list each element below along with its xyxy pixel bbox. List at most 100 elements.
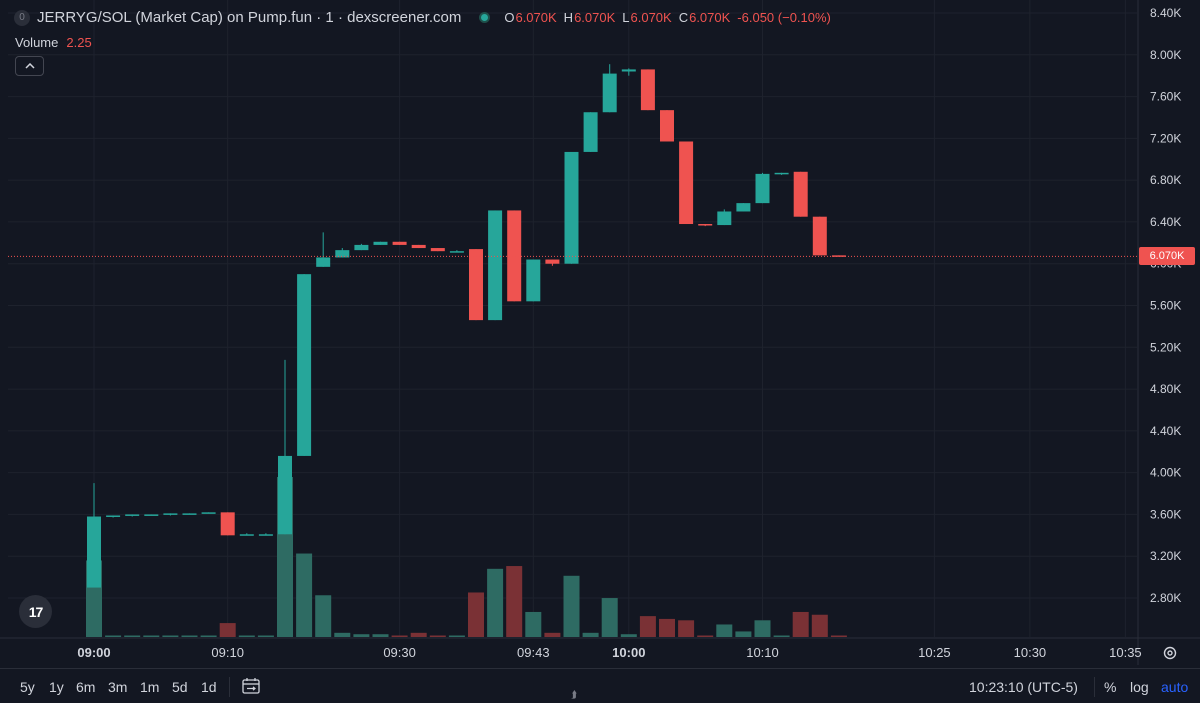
y-tick-label: 6.80K bbox=[1150, 173, 1181, 187]
chart-title: JERRYG/SOL (Market Cap) on Pump.fun · 1 … bbox=[37, 9, 462, 26]
high-value: 6.070K bbox=[574, 10, 616, 25]
timeframe-1m[interactable]: 1m bbox=[140, 679, 160, 695]
percent-scale-toggle[interactable]: % bbox=[1104, 679, 1117, 695]
low-label: L bbox=[622, 10, 630, 25]
x-tick-label: 10:30 bbox=[1014, 645, 1047, 660]
x-tick-label: 09:00 bbox=[77, 645, 110, 660]
change-value: -6.050 (−0.10%) bbox=[737, 10, 831, 25]
volume-bar bbox=[716, 624, 733, 637]
y-tick-label: 8.00K bbox=[1150, 48, 1181, 62]
candle-body bbox=[182, 513, 197, 515]
log-scale-toggle[interactable]: log bbox=[1130, 679, 1149, 695]
volume-bar bbox=[582, 632, 599, 637]
y-tick-label: 2.80K bbox=[1150, 591, 1181, 605]
x-tick-label: 10:25 bbox=[918, 645, 951, 660]
candle-body bbox=[125, 514, 140, 516]
timeframe-5y[interactable]: 5y bbox=[20, 679, 35, 695]
candle-body bbox=[469, 249, 483, 321]
date-range-button[interactable] bbox=[240, 676, 262, 696]
timeframe-3m[interactable]: 3m bbox=[108, 679, 128, 695]
candle-body bbox=[507, 210, 522, 302]
volume-bar bbox=[563, 575, 580, 637]
chart-area[interactable]: 2.80K 3.20K 3.60K 4.00K 4.40K 4.80K 5.20K 5.60K… bbox=[0, 0, 1200, 665]
candle-body bbox=[831, 255, 846, 257]
y-tick-label: 4.80K bbox=[1150, 382, 1181, 396]
volume-bar bbox=[315, 595, 332, 637]
volume-bar bbox=[219, 623, 236, 637]
volume-bar bbox=[659, 618, 675, 637]
candle-body bbox=[316, 257, 331, 267]
tradingview-logo[interactable]: 17 bbox=[19, 595, 52, 628]
candle-body bbox=[621, 69, 636, 72]
current-price-tag: 6.070K bbox=[1139, 247, 1195, 265]
y-tick-label: 3.60K bbox=[1150, 507, 1181, 521]
candle-body bbox=[87, 516, 101, 588]
candle-body bbox=[736, 203, 751, 212]
ohlc-values: O 6.070K H 6.070K L 6.070K C 6.070K -6.050 (… bbox=[504, 10, 831, 25]
candle-body bbox=[488, 210, 503, 321]
x-tick-label: 10:10 bbox=[746, 645, 779, 660]
volume-bar bbox=[372, 634, 389, 637]
utc-clock[interactable]: 10:23:10 (UTC-5) bbox=[969, 679, 1078, 695]
timeframe-5d[interactable]: 5d bbox=[172, 679, 188, 695]
pane-resize-handle[interactable]: ⮭ bbox=[571, 690, 577, 701]
candle-body bbox=[526, 259, 541, 302]
candle-body bbox=[793, 171, 808, 217]
candle-body bbox=[430, 248, 445, 252]
volume-bar bbox=[620, 634, 637, 637]
candle-body bbox=[660, 110, 674, 142]
timeframe-1y[interactable]: 1y bbox=[49, 679, 64, 695]
candle-body bbox=[812, 216, 827, 256]
bottom-toolbar: 5y 1y 6m 3m 1m 5d 1d 10:23:10 (UTC-5) % … bbox=[0, 668, 1200, 703]
candle-body bbox=[297, 274, 312, 456]
candle-body bbox=[583, 112, 598, 152]
volume-bar bbox=[697, 635, 714, 637]
volume-bar bbox=[448, 635, 465, 637]
timeframe-6m[interactable]: 6m bbox=[76, 679, 96, 695]
x-tick-label: 09:43 bbox=[517, 645, 550, 660]
candle-body bbox=[335, 250, 350, 258]
candlestick-chart[interactable]: 2.80K 3.20K 3.60K 4.00K 4.40K 4.80K 5.20K 5.60K… bbox=[0, 0, 1200, 665]
candle-body bbox=[163, 513, 178, 515]
volume-bar bbox=[410, 632, 427, 637]
candle-body bbox=[602, 73, 617, 113]
volume-bar bbox=[105, 635, 122, 637]
candle-body bbox=[201, 512, 216, 514]
candle-body bbox=[258, 534, 273, 536]
open-value: 6.070K bbox=[515, 10, 557, 25]
settings-button[interactable] bbox=[1160, 643, 1180, 663]
calendar-range-icon bbox=[242, 678, 260, 694]
auto-scale-toggle[interactable]: auto bbox=[1161, 679, 1189, 695]
volume-bar bbox=[238, 635, 255, 637]
pair-badge[interactable]: 0 bbox=[14, 9, 30, 26]
candle-body bbox=[698, 224, 713, 226]
volume-value: 2.25 bbox=[66, 35, 92, 50]
timeframe-1d[interactable]: 1d bbox=[201, 679, 217, 695]
volume-bar bbox=[487, 568, 504, 637]
volume-bar bbox=[754, 620, 771, 637]
volume-legend: Volume 2.25 bbox=[15, 35, 92, 50]
live-status-icon bbox=[479, 12, 491, 23]
x-tick-label: 10:00 bbox=[612, 645, 645, 660]
y-tick-label: 7.60K bbox=[1150, 90, 1181, 104]
toolbar-divider bbox=[1094, 677, 1095, 697]
volume-bar bbox=[544, 632, 561, 637]
chart-legend: 0 JERRYG/SOL (Market Cap) on Pump.fun · … bbox=[14, 9, 831, 26]
volume-bar bbox=[792, 611, 809, 637]
collapse-legend-button[interactable] bbox=[15, 56, 44, 76]
candle-body bbox=[278, 455, 292, 535]
volume-bar bbox=[200, 635, 217, 637]
candle-body bbox=[373, 241, 388, 245]
volume-bar bbox=[257, 635, 274, 637]
candle-body bbox=[354, 244, 369, 251]
close-value: 6.070K bbox=[689, 10, 731, 25]
volume-bar bbox=[830, 635, 847, 637]
candle-body bbox=[144, 514, 159, 516]
x-tick-label: 10:35 bbox=[1109, 645, 1142, 660]
volume-bar bbox=[601, 598, 618, 637]
candle-body bbox=[774, 172, 789, 175]
y-tick-label: 5.60K bbox=[1150, 299, 1181, 313]
volume-bar bbox=[773, 635, 790, 637]
volume-bar bbox=[429, 635, 446, 637]
candle-body bbox=[106, 515, 121, 517]
